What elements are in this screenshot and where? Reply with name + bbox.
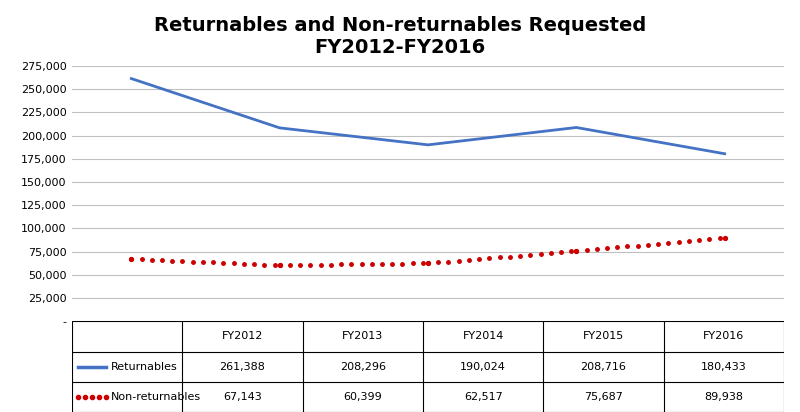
Text: 261,388: 261,388 — [219, 362, 266, 372]
Text: 89,938: 89,938 — [704, 392, 743, 402]
FancyBboxPatch shape — [72, 321, 784, 412]
Text: 60,399: 60,399 — [343, 392, 382, 402]
Text: FY2016: FY2016 — [703, 332, 745, 342]
Text: 75,687: 75,687 — [584, 392, 623, 402]
Text: Returnables and Non-returnables Requested
FY2012-FY2016: Returnables and Non-returnables Requeste… — [154, 16, 646, 58]
Text: Returnables: Returnables — [111, 362, 178, 372]
Text: Non-returnables: Non-returnables — [111, 392, 202, 402]
Text: 62,517: 62,517 — [464, 392, 502, 402]
Text: 190,024: 190,024 — [460, 362, 506, 372]
Text: FY2013: FY2013 — [342, 332, 383, 342]
Text: FY2015: FY2015 — [583, 332, 624, 342]
Text: 208,716: 208,716 — [581, 362, 626, 372]
Text: 67,143: 67,143 — [223, 392, 262, 402]
Text: FY2012: FY2012 — [222, 332, 263, 342]
Text: FY2014: FY2014 — [462, 332, 504, 342]
Text: 208,296: 208,296 — [340, 362, 386, 372]
Text: 180,433: 180,433 — [701, 362, 746, 372]
